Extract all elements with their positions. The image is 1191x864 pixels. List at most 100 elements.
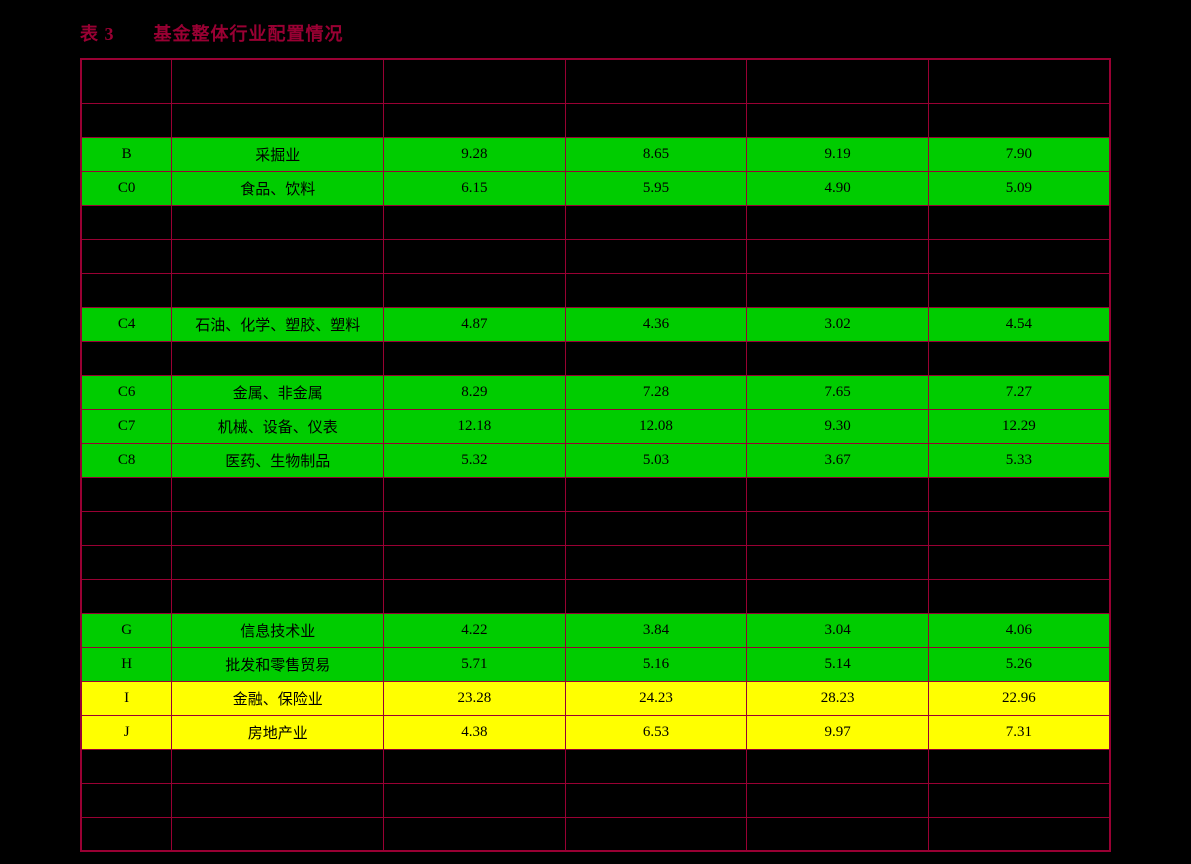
header-cell <box>928 59 1110 103</box>
cell-value-1 <box>384 477 566 511</box>
cell-value-1: 5.71 <box>384 647 566 681</box>
cell-value-2 <box>565 749 747 783</box>
cell-value-2 <box>565 239 747 273</box>
cell-industry-name: 房地产业 <box>172 715 384 749</box>
cell-value-3: 9.97 <box>747 715 929 749</box>
cell-value-4: 12.29 <box>928 409 1110 443</box>
cell-industry-name: 食品、饮料 <box>172 171 384 205</box>
cell-value-2: 7.28 <box>565 375 747 409</box>
table-row <box>81 749 1110 783</box>
table-row: C8医药、生物制品5.325.033.675.33 <box>81 443 1110 477</box>
cell-value-4 <box>928 273 1110 307</box>
cell-value-1 <box>384 239 566 273</box>
table-row <box>81 545 1110 579</box>
cell-value-2 <box>565 579 747 613</box>
cell-value-2 <box>565 477 747 511</box>
cell-code: C0 <box>81 171 172 205</box>
cell-value-1: 23.28 <box>384 681 566 715</box>
cell-value-1 <box>384 579 566 613</box>
cell-code: H <box>81 647 172 681</box>
cell-value-1: 4.87 <box>384 307 566 341</box>
cell-value-4 <box>928 545 1110 579</box>
cell-code <box>81 103 172 137</box>
cell-value-3 <box>747 273 929 307</box>
header-cell <box>565 59 747 103</box>
cell-value-1: 12.18 <box>384 409 566 443</box>
cell-industry-name: 采掘业 <box>172 137 384 171</box>
cell-industry-name: 石油、化学、塑胶、塑料 <box>172 307 384 341</box>
cell-value-1 <box>384 749 566 783</box>
cell-value-1: 6.15 <box>384 171 566 205</box>
cell-value-4 <box>928 817 1110 851</box>
cell-code: C7 <box>81 409 172 443</box>
cell-value-2: 5.16 <box>565 647 747 681</box>
cell-value-4: 7.90 <box>928 137 1110 171</box>
table-row <box>81 239 1110 273</box>
cell-value-1: 9.28 <box>384 137 566 171</box>
cell-code <box>81 477 172 511</box>
cell-industry-name <box>172 817 384 851</box>
cell-value-4: 5.09 <box>928 171 1110 205</box>
cell-value-3 <box>747 103 929 137</box>
cell-code <box>81 273 172 307</box>
cell-value-1 <box>384 511 566 545</box>
industry-allocation-table: B采掘业9.288.659.197.90C0食品、饮料6.155.954.905… <box>80 58 1111 852</box>
cell-value-4 <box>928 239 1110 273</box>
cell-value-4: 4.06 <box>928 613 1110 647</box>
cell-value-4 <box>928 511 1110 545</box>
cell-value-4 <box>928 749 1110 783</box>
cell-value-3: 3.02 <box>747 307 929 341</box>
cell-code: B <box>81 137 172 171</box>
cell-value-2 <box>565 273 747 307</box>
cell-code: C8 <box>81 443 172 477</box>
cell-value-2 <box>565 103 747 137</box>
table-row <box>81 273 1110 307</box>
cell-value-3: 5.14 <box>747 647 929 681</box>
cell-value-2: 4.36 <box>565 307 747 341</box>
cell-value-4: 22.96 <box>928 681 1110 715</box>
cell-value-1 <box>384 817 566 851</box>
cell-value-4: 5.26 <box>928 647 1110 681</box>
table-row <box>81 783 1110 817</box>
cell-value-3 <box>747 579 929 613</box>
cell-value-1 <box>384 273 566 307</box>
cell-value-3 <box>747 341 929 375</box>
cell-value-1 <box>384 103 566 137</box>
cell-value-1: 4.22 <box>384 613 566 647</box>
cell-value-1: 5.32 <box>384 443 566 477</box>
cell-code <box>81 545 172 579</box>
cell-industry-name <box>172 103 384 137</box>
table-row: C7机械、设备、仪表12.1812.089.3012.29 <box>81 409 1110 443</box>
cell-value-2 <box>565 341 747 375</box>
table-header-row <box>81 59 1110 103</box>
table-row: I金融、保险业23.2824.2328.2322.96 <box>81 681 1110 715</box>
cell-industry-name: 信息技术业 <box>172 613 384 647</box>
cell-industry-name <box>172 273 384 307</box>
cell-value-3: 9.30 <box>747 409 929 443</box>
table-row: H批发和零售贸易5.715.165.145.26 <box>81 647 1110 681</box>
cell-value-3 <box>747 817 929 851</box>
cell-value-3: 9.19 <box>747 137 929 171</box>
cell-value-4 <box>928 477 1110 511</box>
cell-industry-name: 金融、保险业 <box>172 681 384 715</box>
cell-value-2 <box>565 817 747 851</box>
cell-value-3 <box>747 205 929 239</box>
cell-value-3: 7.65 <box>747 375 929 409</box>
cell-code <box>81 783 172 817</box>
table-row: C4石油、化学、塑胶、塑料4.874.363.024.54 <box>81 307 1110 341</box>
cell-value-2: 24.23 <box>565 681 747 715</box>
cell-value-2: 6.53 <box>565 715 747 749</box>
cell-value-3 <box>747 749 929 783</box>
cell-value-1 <box>384 783 566 817</box>
cell-industry-name <box>172 545 384 579</box>
cell-code <box>81 239 172 273</box>
cell-industry-name <box>172 749 384 783</box>
cell-industry-name: 机械、设备、仪表 <box>172 409 384 443</box>
cell-value-3 <box>747 511 929 545</box>
cell-value-3 <box>747 239 929 273</box>
table-row <box>81 103 1110 137</box>
cell-industry-name: 批发和零售贸易 <box>172 647 384 681</box>
cell-code <box>81 749 172 783</box>
cell-code <box>81 341 172 375</box>
cell-code <box>81 205 172 239</box>
